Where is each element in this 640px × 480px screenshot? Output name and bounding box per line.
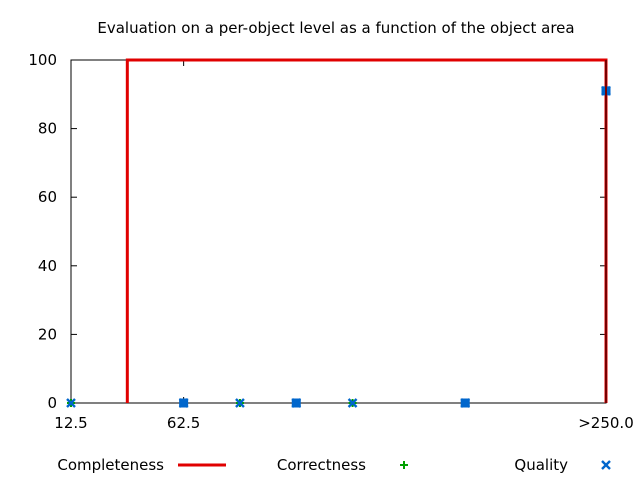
axis-ticks: 0 20 40 60 80 100 12.5 62.5 >250.0 <box>28 51 633 432</box>
chart-title: Evaluation on a per-object level as a fu… <box>97 19 574 37</box>
plot-frame <box>70 59 607 404</box>
series-completeness <box>125 58 608 403</box>
series-correctness <box>67 86 610 407</box>
x-tick-label: 12.5 <box>54 414 87 432</box>
y-tick-label: 20 <box>38 325 57 343</box>
plot-border <box>70 59 607 404</box>
x-marker-b <box>235 398 245 408</box>
legend-label-quality: Quality <box>514 456 568 474</box>
x-marker-b <box>347 398 358 408</box>
x-tick-label: >250.0 <box>578 414 634 432</box>
series-layer <box>66 58 611 408</box>
legend: Completeness Correctness Quality <box>57 456 611 474</box>
y-tick-label: 40 <box>38 257 57 275</box>
series-square-markers <box>179 86 611 408</box>
square-marker <box>291 398 301 408</box>
x-marker-b <box>601 460 611 470</box>
legend-label-correctness: Correctness <box>277 456 366 474</box>
x-tick-label: 62.5 <box>167 414 200 432</box>
y-tick-label: 100 <box>28 51 57 69</box>
series-quality <box>66 86 611 408</box>
square-marker <box>460 398 470 408</box>
y-tick-label: 80 <box>38 120 57 138</box>
y-tick-label: 60 <box>38 188 57 206</box>
series-line <box>125 58 608 403</box>
square-marker <box>179 398 189 408</box>
x-marker-b <box>66 398 76 408</box>
y-tick-label: 0 <box>47 394 57 412</box>
legend-label-completeness: Completeness <box>57 456 164 474</box>
